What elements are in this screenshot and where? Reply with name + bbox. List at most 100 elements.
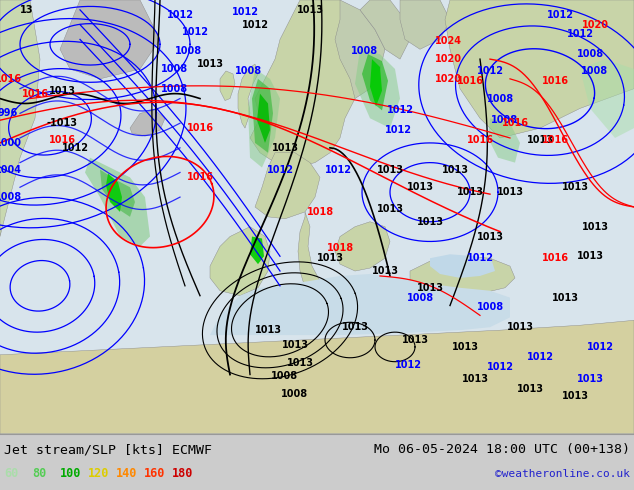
Text: 1016: 1016: [48, 135, 75, 145]
Polygon shape: [100, 170, 135, 217]
Text: 1016: 1016: [541, 76, 569, 86]
Text: 1013: 1013: [581, 221, 609, 232]
Text: 1012: 1012: [231, 7, 259, 17]
Text: 1012: 1012: [486, 362, 514, 371]
Text: 1008: 1008: [486, 94, 514, 103]
Text: 1013: 1013: [477, 232, 503, 242]
Text: 80: 80: [32, 467, 46, 480]
Polygon shape: [130, 110, 165, 136]
Text: 1013: 1013: [552, 293, 578, 303]
Text: 1013: 1013: [377, 165, 403, 174]
Text: 1013: 1013: [287, 358, 313, 368]
Text: 1012: 1012: [242, 20, 269, 29]
Text: 160: 160: [144, 467, 165, 480]
Text: 1013: 1013: [254, 325, 281, 335]
Polygon shape: [257, 94, 270, 143]
Text: 1008: 1008: [581, 66, 609, 76]
Text: 1018: 1018: [306, 207, 333, 217]
Text: 1016: 1016: [501, 118, 529, 128]
Text: Jet stream/SLP [kts] ECMWF: Jet stream/SLP [kts] ECMWF: [4, 443, 212, 456]
Text: 1016: 1016: [186, 123, 214, 133]
Text: 1008: 1008: [0, 192, 22, 202]
Text: 1008: 1008: [576, 49, 604, 59]
Polygon shape: [255, 153, 320, 219]
Text: 1013: 1013: [507, 322, 533, 332]
Polygon shape: [360, 0, 410, 59]
Text: 1012: 1012: [181, 26, 209, 37]
Text: 1012: 1012: [547, 10, 574, 20]
Polygon shape: [0, 320, 634, 434]
Text: Mo 06-05-2024 18:00 UTC (00+138): Mo 06-05-2024 18:00 UTC (00+138): [374, 443, 630, 456]
Text: 1013: 1013: [297, 5, 323, 15]
Text: -1013: -1013: [46, 118, 77, 128]
Text: 60: 60: [4, 467, 18, 480]
Text: 1013: 1013: [316, 253, 344, 263]
Text: 1013: 1013: [48, 86, 75, 96]
Polygon shape: [330, 0, 385, 98]
Polygon shape: [250, 237, 264, 264]
Text: 1013: 1013: [372, 266, 399, 276]
Polygon shape: [252, 79, 273, 153]
Text: 1012: 1012: [325, 165, 351, 174]
Text: 1008: 1008: [174, 46, 202, 56]
Polygon shape: [248, 69, 280, 168]
Polygon shape: [238, 64, 258, 128]
Text: 1008: 1008: [491, 115, 519, 125]
Text: 180: 180: [172, 467, 193, 480]
Text: 1013: 1013: [342, 322, 368, 332]
Text: 1016: 1016: [186, 172, 214, 182]
Text: 1012: 1012: [167, 10, 193, 20]
Text: 1013: 1013: [401, 335, 429, 345]
Text: 1012: 1012: [526, 352, 553, 362]
Text: 1016: 1016: [456, 76, 484, 86]
Text: 1012: 1012: [394, 360, 422, 369]
Text: 1008: 1008: [271, 371, 299, 382]
Polygon shape: [335, 222, 390, 271]
Polygon shape: [355, 49, 400, 128]
Text: 996: 996: [0, 108, 18, 119]
Text: 1016: 1016: [22, 89, 48, 98]
Text: 1024: 1024: [434, 36, 462, 47]
Text: 13: 13: [20, 5, 34, 15]
Text: 1008: 1008: [406, 293, 434, 303]
Text: 1020: 1020: [434, 54, 462, 64]
Text: 1016: 1016: [0, 74, 22, 84]
Text: 1013: 1013: [406, 182, 434, 192]
Text: 1013: 1013: [271, 143, 299, 153]
Text: 1004: 1004: [0, 165, 22, 174]
Polygon shape: [370, 59, 382, 106]
Text: 1016: 1016: [541, 253, 569, 263]
Text: 1013: 1013: [456, 187, 484, 197]
Text: 1008: 1008: [235, 66, 262, 76]
Text: 120: 120: [88, 467, 110, 480]
Text: 1000: 1000: [0, 138, 22, 148]
Text: 1020: 1020: [581, 20, 609, 29]
Text: 1012: 1012: [477, 66, 503, 76]
Polygon shape: [410, 256, 515, 295]
Text: 1012: 1012: [467, 253, 493, 263]
Polygon shape: [445, 0, 634, 138]
Text: 1008: 1008: [476, 302, 503, 313]
Text: 1013: 1013: [462, 374, 489, 385]
Text: 1012: 1012: [61, 143, 89, 153]
Polygon shape: [85, 158, 150, 246]
Text: 1013: 1013: [377, 204, 403, 214]
Text: 1008: 1008: [351, 46, 378, 56]
Text: 1008: 1008: [162, 84, 188, 94]
Text: 1008: 1008: [281, 389, 309, 399]
Text: 1013: 1013: [441, 165, 469, 174]
Polygon shape: [210, 227, 270, 295]
Text: 1012: 1012: [384, 125, 411, 135]
Polygon shape: [580, 59, 634, 138]
Polygon shape: [430, 254, 495, 278]
Polygon shape: [0, 0, 634, 434]
Text: 1016: 1016: [467, 135, 493, 145]
Text: 1012: 1012: [266, 165, 294, 174]
Text: 1013: 1013: [197, 59, 224, 69]
Text: 1013: 1013: [417, 217, 444, 227]
Polygon shape: [220, 71, 235, 100]
Text: 1008: 1008: [162, 64, 188, 74]
Text: 1013: 1013: [526, 135, 553, 145]
Text: 1012: 1012: [387, 105, 413, 115]
Text: 1016: 1016: [541, 135, 569, 145]
